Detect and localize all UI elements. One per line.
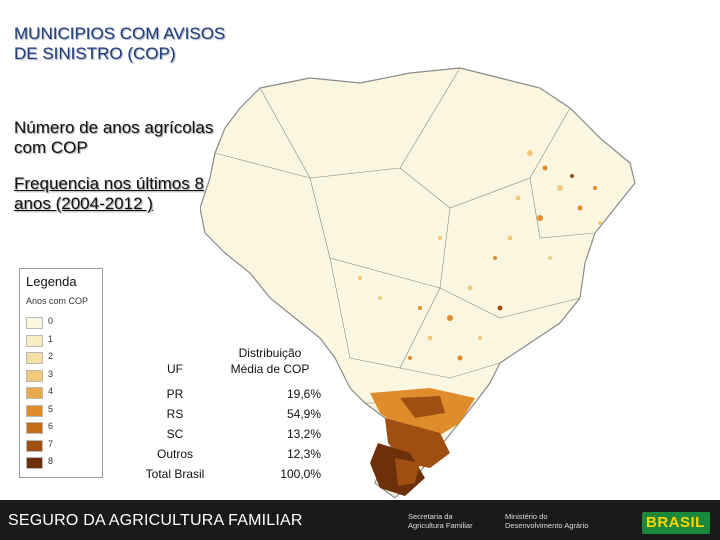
legend-swatch [26,387,43,399]
legend-swatch [26,404,43,417]
legend-label: 2 [48,351,54,361]
logo2-line2: Desenvolvimento Agrário [505,521,589,530]
legend-item: 1 [26,333,96,347]
header-distribution-line1: Distribuição [238,346,302,360]
cell-value: 19,6% [286,387,321,401]
legend-label: 1 [48,333,54,344]
table-row: Total Brasil 100,0% [139,467,321,485]
legend-item: 8 [26,455,96,469]
legend-label: 7 [48,438,54,449]
legend-swatch [26,457,43,469]
cell-value: 13,2% [286,427,321,441]
header-distribution-line2: Média de COP [230,362,310,376]
header-uf: UF [167,362,183,376]
southern-cluster [370,388,475,496]
cell-uf: Outros [156,447,193,461]
legend-label: 0 [48,316,54,326]
legend-item: 4 [26,385,96,399]
map-period: Frequencia nos últimos 8 anos (2004-2012… [14,174,204,213]
legend-swatch [26,422,43,434]
table-row: PR 19,6% [139,387,321,405]
municipality-dots [358,150,602,361]
header-distribution: Distribuição Média de COP [221,345,319,377]
sec-agricultura-logo: Secretaria da Agricultura Familiar [408,512,473,530]
page-title: MUNICIPIOS COM AVISOS DE SINISTRO (COP) [14,24,226,63]
legend-swatch [26,352,43,364]
cell-uf: PR [166,387,184,401]
footer-bar: SEGURO DA AGRICULTURA FAMILIAR [0,500,720,540]
legend-item: 3 [26,368,96,382]
legend-subtitle: Anos com COP [26,296,89,306]
legend-item: 7 [26,438,96,452]
brasil-logo-text: BRASIL [646,514,705,531]
table-row: SC 13,2% [139,427,321,445]
legend-label: 6 [48,421,54,431]
cell-value: 54,9% [286,407,321,421]
legend-swatch [26,439,43,452]
legend-item: 2 [26,350,96,364]
legend-swatch [26,334,43,347]
logo2-line1: Ministério do [505,512,548,521]
brazil-map [200,67,636,498]
legend-label: 3 [48,368,54,379]
distribution-table: UF Distribuição Média de COP PR 19,6% RS 54… [139,342,329,487]
table-row: RS 54,9% [139,407,321,425]
legend-swatch [26,317,43,329]
mda-logo: Ministério do Desenvolvimento Agrário [505,512,588,530]
legend-label: 5 [48,403,54,414]
cell-uf: RS [166,407,184,421]
cell-value: 100,0% [280,467,321,481]
legend-item: 6 [26,420,96,434]
logo1-line1: Secretaria da [408,512,453,521]
legend-title: Legenda [26,274,77,289]
map-legend: Legenda Anos com COP 0 1 2 3 4 5 6 7 8 [19,268,103,478]
legend-item: 5 [26,403,96,417]
logo1-line2: Agricultura Familiar [408,521,473,530]
legend-item: 0 [26,315,96,329]
brasil-logo: BRASIL [642,512,710,534]
table-row: Outros 12,3% [139,447,321,465]
map-subtitle: Número de anos agrícolas com COP [14,118,214,157]
legend-label: 4 [48,386,54,396]
cell-value: 12,3% [286,447,321,461]
cell-uf: SC [166,427,184,441]
legend-swatch [26,369,43,382]
legend-label: 8 [48,456,54,466]
footer-title: SEGURO DA AGRICULTURA FAMILIAR [8,512,303,529]
cell-uf: Total Brasil [145,467,205,481]
